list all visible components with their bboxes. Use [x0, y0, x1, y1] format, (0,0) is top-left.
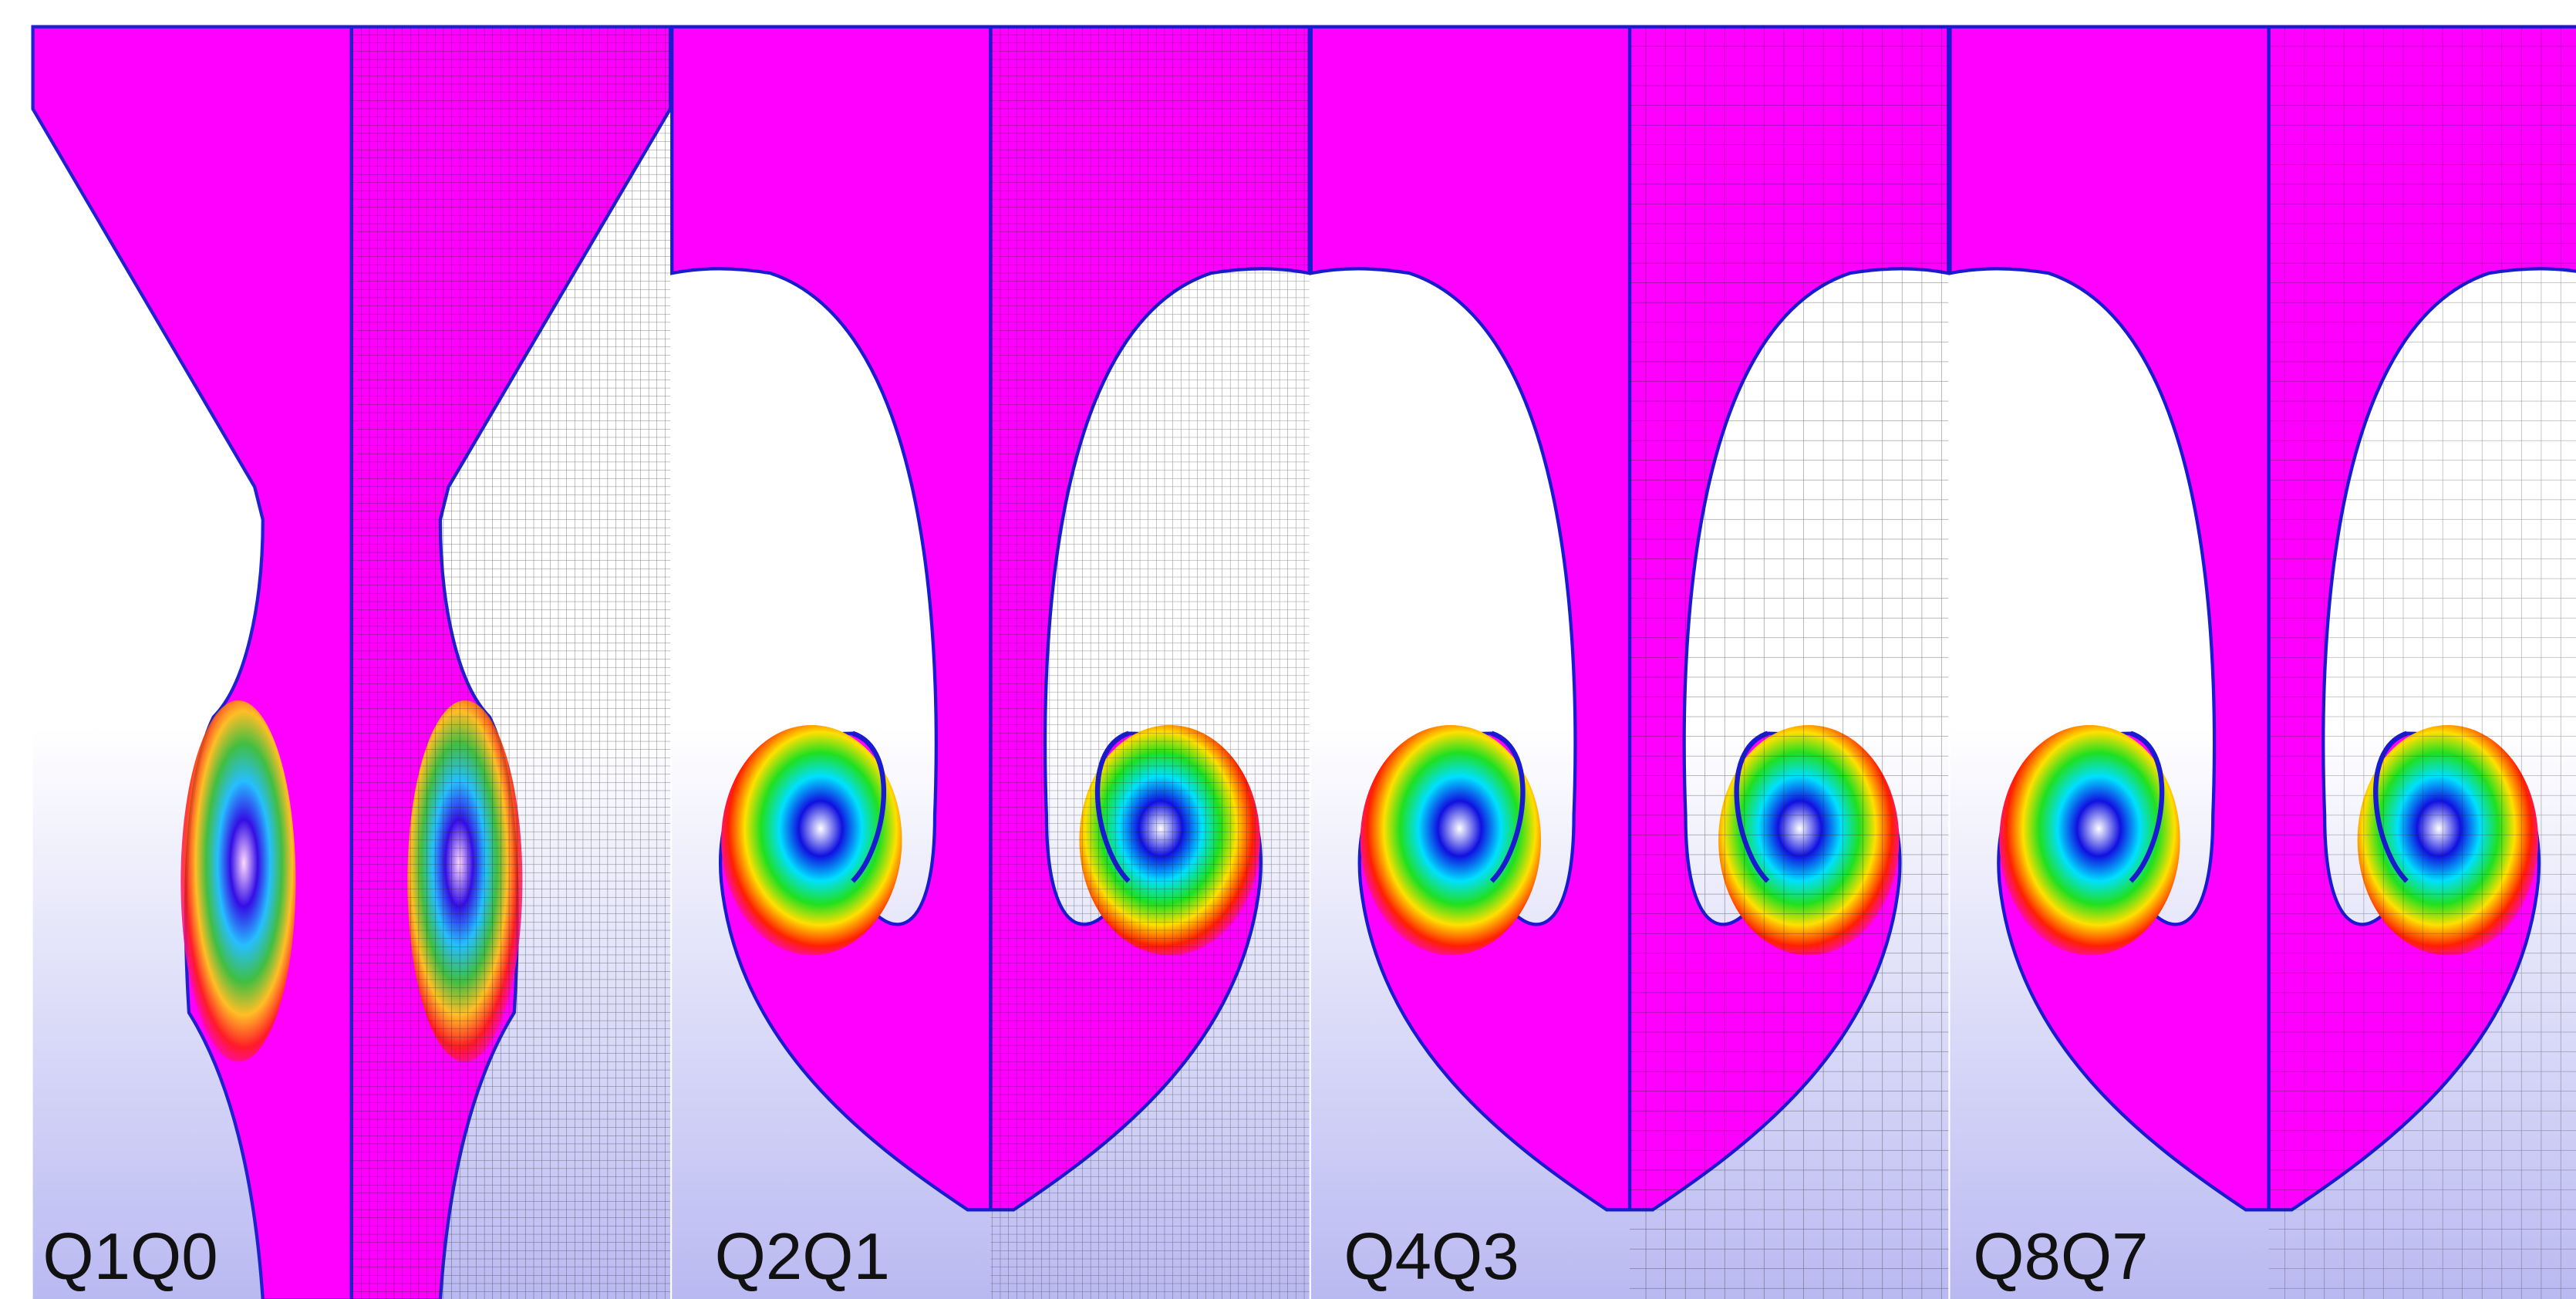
- mesh: [2269, 27, 2576, 1299]
- panel-label: Q4Q3: [1344, 1220, 1519, 1294]
- mesh: [990, 27, 1309, 1299]
- page: Q1Q0 Q2Q1 Q4Q3 Q8Q7 (() => { const data …: [0, 0, 2576, 1299]
- panel: Q1Q0: [33, 27, 670, 1299]
- panel-label: Q2Q1: [715, 1220, 890, 1294]
- figure: Q1Q0 Q2Q1 Q4Q3 Q8Q7: [0, 0, 2576, 1299]
- panel: Q2Q1: [672, 27, 1309, 1299]
- mesh: [1630, 27, 1948, 1299]
- panel-label: Q1Q0: [42, 1220, 217, 1294]
- mesh: [352, 27, 670, 1299]
- panel-label: Q8Q7: [1973, 1220, 2148, 1294]
- panel: Q4Q3: [1311, 27, 1948, 1299]
- panel: Q8Q7: [1950, 27, 2576, 1299]
